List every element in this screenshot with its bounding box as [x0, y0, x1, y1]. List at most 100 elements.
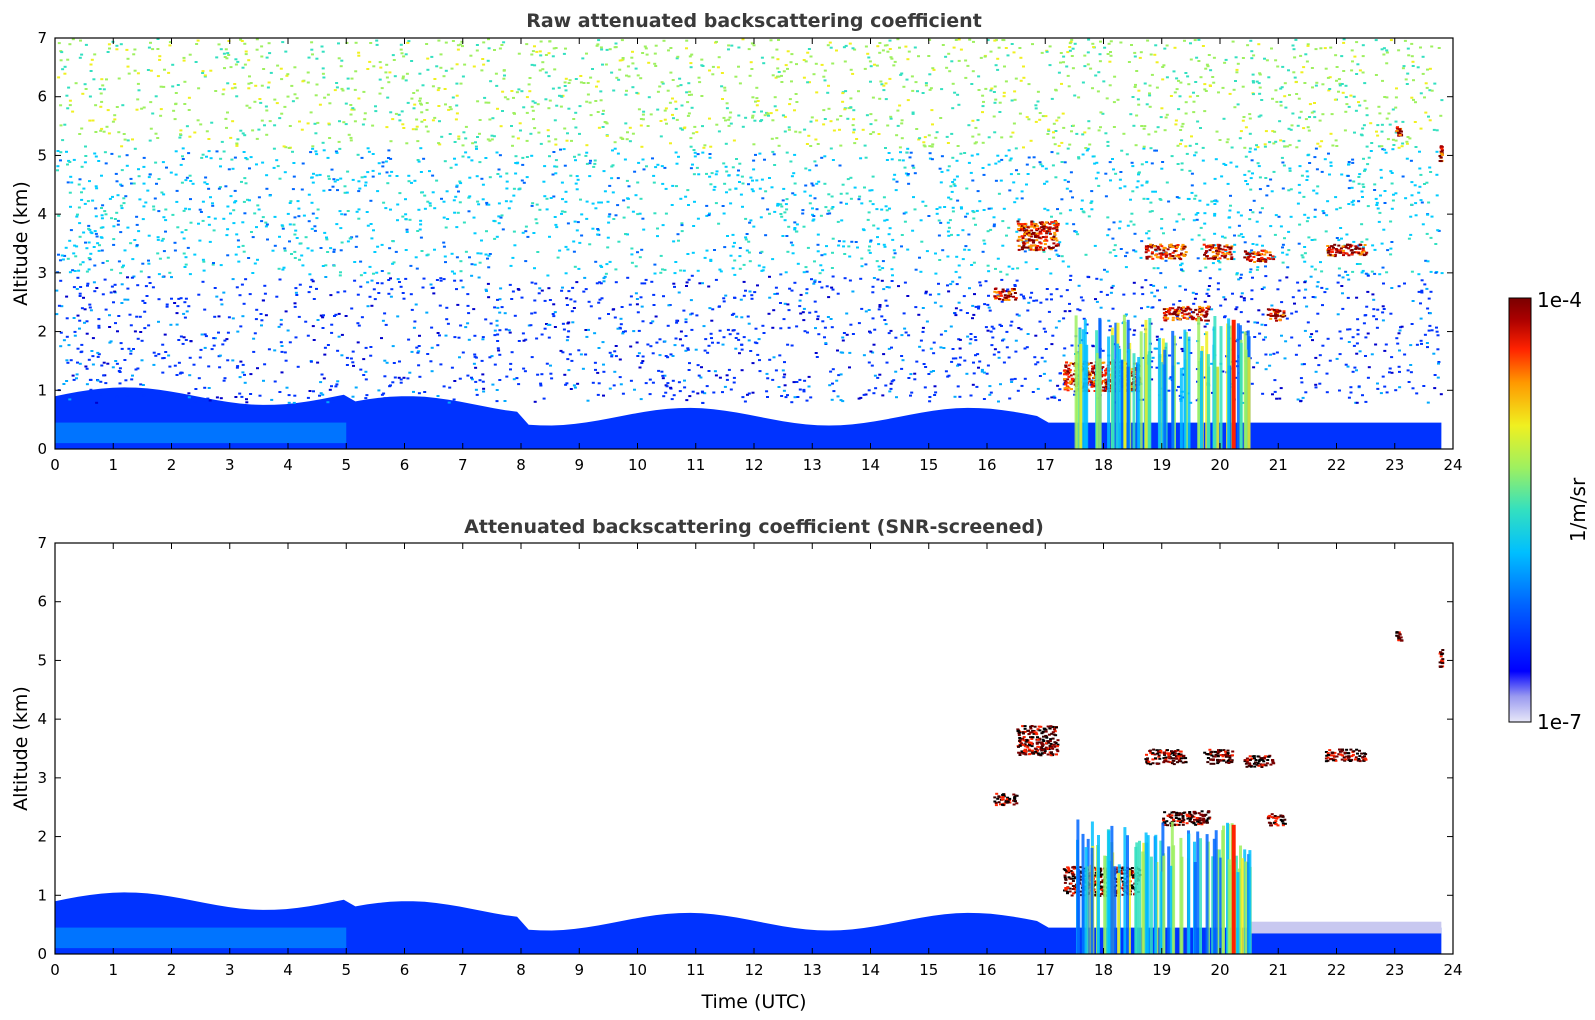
noise-pixel — [1272, 170, 1276, 173]
noise-pixel — [1017, 314, 1021, 317]
noise-pixel — [692, 149, 696, 151]
noise-pixel — [1337, 267, 1341, 270]
noise-pixel — [708, 117, 711, 120]
noise-pixel — [1002, 91, 1006, 94]
noise-pixel — [388, 174, 392, 177]
noise-pixel — [1060, 82, 1063, 85]
noise-pixel — [234, 200, 238, 203]
noise-pixel — [263, 284, 267, 287]
noise-pixel — [383, 397, 387, 400]
noise-pixel — [384, 207, 388, 210]
noise-pixel — [1346, 328, 1350, 331]
noise-pixel — [566, 335, 570, 338]
noise-pixel — [318, 173, 322, 176]
noise-pixel — [946, 284, 949, 287]
noise-pixel — [120, 283, 124, 286]
noise-pixel — [1390, 172, 1394, 174]
noise-pixel — [851, 333, 855, 335]
noise-pixel — [1385, 96, 1389, 99]
noise-pixel — [442, 75, 446, 78]
noise-pixel — [225, 338, 229, 341]
noise-pixel — [126, 57, 130, 60]
noise-pixel — [1184, 145, 1188, 148]
noise-pixel — [362, 90, 366, 93]
noise-pixel — [808, 169, 812, 172]
noise-pixel — [194, 61, 198, 63]
noise-pixel — [826, 44, 830, 47]
noise-pixel — [575, 229, 579, 232]
noise-pixel — [473, 334, 477, 337]
noise-pixel — [1151, 190, 1155, 193]
noise-pixel — [695, 166, 699, 169]
noise-pixel — [596, 43, 600, 46]
noise-pixel — [231, 167, 235, 170]
noise-pixel — [528, 77, 532, 79]
noise-pixel — [733, 273, 737, 276]
noise-pixel — [842, 245, 845, 248]
noise-pixel — [998, 323, 1002, 326]
noise-pixel — [1248, 271, 1252, 274]
noise-pixel — [80, 165, 84, 168]
noise-pixel — [1213, 232, 1217, 235]
noise-pixel — [321, 141, 325, 144]
noise-pixel — [276, 165, 280, 168]
noise-pixel — [638, 212, 642, 215]
noise-pixel — [756, 284, 759, 287]
noise-pixel — [547, 336, 551, 339]
noise-pixel — [839, 373, 843, 376]
noise-pixel — [984, 280, 988, 283]
noise-pixel — [1087, 215, 1091, 218]
noise-pixel — [1005, 234, 1008, 237]
noise-pixel — [1180, 168, 1184, 171]
noise-pixel — [1203, 83, 1207, 86]
noise-pixel — [1336, 281, 1340, 284]
noise-pixel — [248, 199, 251, 202]
noise-pixel — [1425, 342, 1429, 344]
noise-pixel — [94, 185, 98, 188]
noise-pixel — [132, 182, 136, 185]
noise-pixel — [1405, 142, 1409, 145]
noise-pixel — [1250, 298, 1254, 301]
noise-pixel — [1439, 114, 1443, 117]
noise-pixel — [924, 366, 928, 368]
noise-pixel — [1240, 292, 1244, 295]
noise-pixel — [517, 52, 521, 55]
noise-pixel — [1163, 129, 1167, 132]
noise-pixel — [1081, 210, 1085, 213]
noise-pixel — [610, 354, 614, 356]
noise-pixel — [823, 79, 827, 82]
noise-pixel — [971, 304, 975, 307]
noise-pixel — [659, 271, 663, 274]
noise-pixel — [384, 71, 388, 74]
noise-pixel — [1265, 194, 1269, 197]
noise-pixel — [359, 260, 363, 263]
noise-pixel — [208, 240, 212, 243]
noise-pixel — [989, 207, 993, 210]
noise-pixel — [763, 158, 766, 161]
noise-pixel — [594, 100, 598, 102]
noise-pixel — [522, 339, 526, 342]
noise-pixel — [1347, 203, 1351, 205]
noise-pixel — [79, 263, 82, 266]
noise-pixel — [877, 265, 881, 268]
noise-pixel — [597, 382, 601, 385]
noise-pixel — [934, 252, 937, 255]
noise-pixel — [1280, 334, 1283, 337]
noise-pixel — [1385, 62, 1389, 65]
noise-pixel — [1252, 81, 1255, 84]
noise-pixel — [1231, 40, 1235, 43]
noise-pixel — [1110, 286, 1114, 289]
noise-pixel — [262, 68, 266, 70]
noise-pixel — [1291, 112, 1295, 115]
noise-pixel — [1177, 213, 1181, 216]
noise-pixel — [1358, 350, 1362, 353]
noise-pixel — [1308, 103, 1312, 106]
noise-pixel — [1094, 298, 1097, 301]
noise-pixel — [636, 251, 639, 254]
noise-pixel — [1435, 173, 1439, 176]
noise-pixel — [1057, 320, 1061, 323]
noise-pixel — [964, 215, 968, 218]
noise-pixel — [1257, 115, 1261, 118]
noise-pixel — [643, 282, 647, 285]
noise-pixel — [446, 218, 450, 220]
